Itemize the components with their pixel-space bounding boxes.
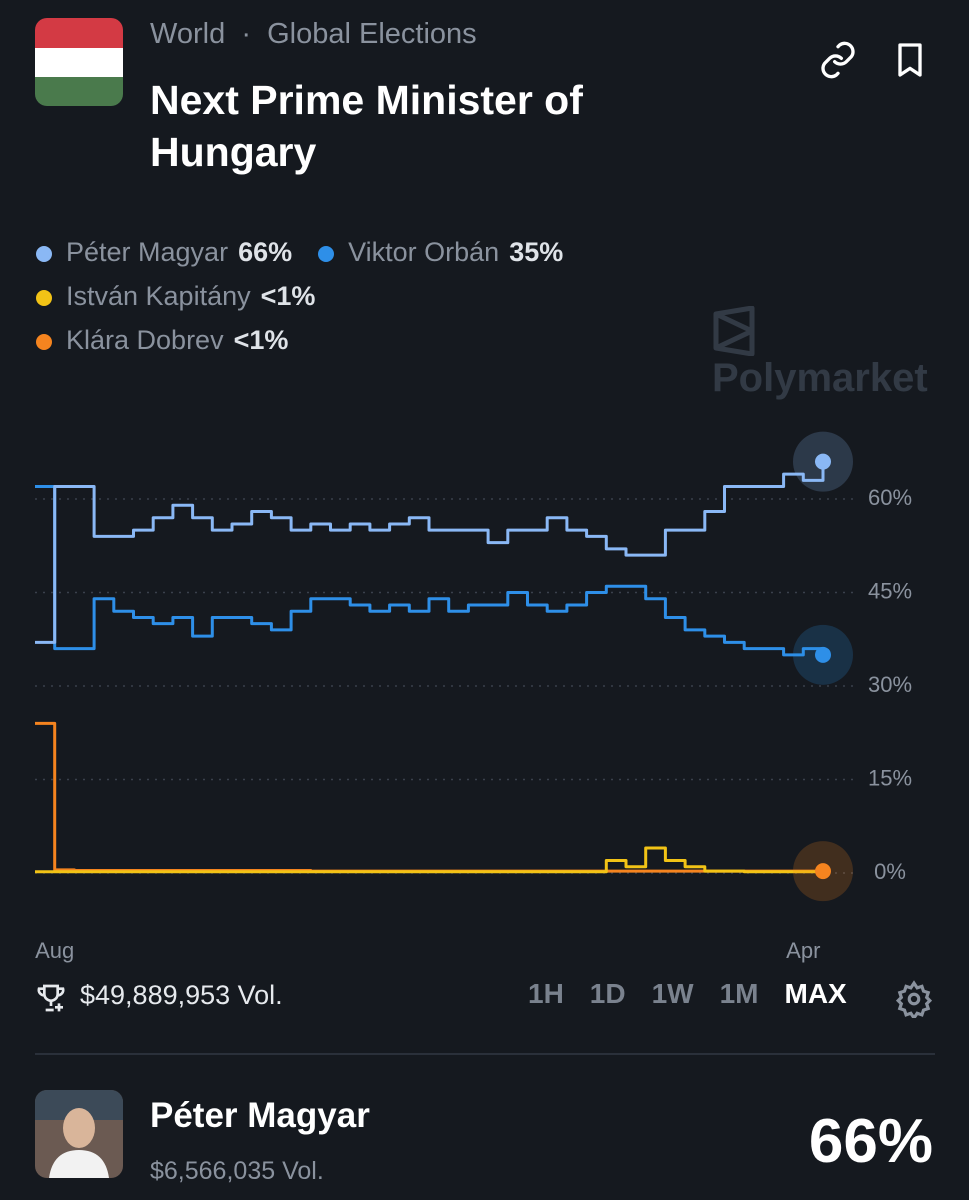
watermark: Polymarket	[712, 305, 969, 401]
watermark-logo	[713, 305, 755, 357]
legend-dot	[36, 333, 52, 350]
legend-dot	[318, 245, 335, 262]
flag	[35, 18, 123, 106]
x-tick-label: Apr	[786, 938, 820, 963]
series-line	[35, 846, 823, 874]
separator: ·	[233, 18, 268, 50]
watermark-text: Polymarket	[712, 356, 928, 400]
outcome-volume: $6,566,035 Vol.	[150, 1157, 324, 1185]
legend-item: Péter Magyar 66%	[36, 230, 292, 274]
legend-value: <1%	[260, 281, 316, 311]
legend-name: István Kapitány	[66, 281, 251, 311]
bookmark-icon[interactable]	[890, 40, 930, 80]
legend-value: 35%	[509, 237, 564, 267]
series-line	[35, 721, 823, 873]
legend-dot	[36, 245, 52, 262]
end-dot	[815, 646, 831, 663]
outcome-name[interactable]: Péter Magyar	[150, 1096, 370, 1135]
breadcrumb-item[interactable]: Global Elections	[267, 18, 477, 50]
legend-item: István Kapitány <1%	[36, 274, 315, 318]
title: Next Prime Minister of Hungary	[150, 77, 583, 175]
series-line	[35, 485, 825, 657]
outcome-chance: 66%	[808, 1107, 933, 1176]
breadcrumb: World · Global Elections	[150, 18, 477, 51]
legend-item: Viktor Orbán 35%	[318, 230, 563, 274]
legend-name: Viktor Orbán	[348, 237, 500, 267]
y-tick-label: 15%	[868, 765, 912, 790]
legend-item: Klára Dobrev <1%	[36, 318, 288, 362]
breadcrumb-item[interactable]: World	[150, 18, 226, 50]
range-button[interactable]: 1D	[589, 978, 626, 1009]
end-dot	[815, 863, 831, 880]
link-icon[interactable]	[818, 40, 858, 80]
legend: Péter Magyar 66% Viktor Orbán 35% István Kap…	[36, 230, 736, 362]
range-button[interactable]: MAX	[784, 978, 847, 1009]
legend-name: Klára Dobrev	[66, 325, 224, 355]
legend-value: <1%	[233, 325, 289, 355]
y-tick-label: 45%	[868, 578, 912, 603]
trophy-icon	[37, 984, 65, 1012]
avatar[interactable]	[35, 1090, 123, 1178]
series-line	[35, 461, 825, 644]
end-dot	[815, 453, 831, 470]
range-selector: 1H 1D 1W 1M MAX	[515, 978, 860, 1010]
chart: 0% 15% 30% 45% 60% Aug Apr	[35, 431, 912, 963]
legend-name: Péter Magyar	[66, 237, 229, 267]
y-tick-label: 60%	[868, 485, 912, 510]
range-button[interactable]: 1H	[528, 978, 564, 1009]
settings-icon[interactable]	[895, 980, 933, 1018]
range-button[interactable]: 1W	[651, 978, 694, 1009]
volume: $49,889,953 Vol.	[80, 980, 283, 1010]
legend-dot	[36, 289, 52, 306]
x-tick-label: Aug	[35, 938, 74, 963]
legend-value: 66%	[238, 237, 293, 267]
y-tick-label: 0%	[874, 859, 906, 884]
range-button[interactable]: 1M	[719, 978, 759, 1009]
divider	[35, 1053, 935, 1055]
y-tick-label: 30%	[868, 672, 912, 697]
